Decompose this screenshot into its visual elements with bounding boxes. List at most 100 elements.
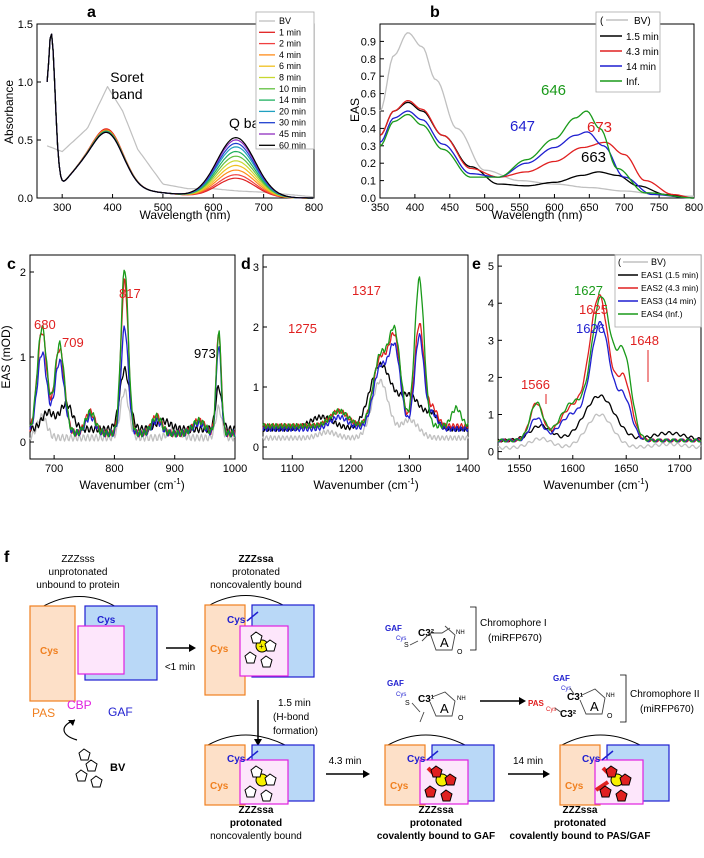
peak-label-1275: 1275	[288, 321, 317, 336]
x-tick-label: 1700	[667, 463, 691, 475]
state1-title: ZZZsss	[61, 554, 94, 565]
pas-label: PAS	[32, 706, 55, 720]
peak-label-709: 709	[62, 335, 84, 350]
cbp-label: CBP	[67, 698, 92, 712]
panel-letter-d: d	[241, 256, 251, 273]
peak-label-646: 646	[541, 82, 566, 99]
panel-letter-b: b	[430, 4, 440, 21]
panel-d-ticks: 1100 1200 1300 1400 0 1 2 3	[253, 262, 480, 475]
time-t1: <1 min	[165, 662, 195, 673]
chromophore-intermediate-structure: GAF Cys S C3¹ A NH O	[387, 679, 466, 723]
x-tick-label: 600	[545, 202, 563, 214]
state2-title: ZZZssa	[238, 554, 273, 565]
series-ir-4-1	[497, 394, 702, 443]
time-t4: 14 min	[513, 756, 543, 767]
cys-label-orange-3: Cys	[210, 781, 229, 792]
panel-a-curves	[46, 33, 314, 199]
x-tick-label: 400	[103, 202, 121, 214]
protein-covalent-pas-gaf: Cys Cys	[559, 734, 670, 806]
chrom-mid-cys: Cys	[396, 692, 406, 698]
legend-e-paren: (	[618, 257, 621, 267]
panel-e: 1550 1600 1650 1700 0 1 2 3 4 5 Wavenumber (cm-1)…	[488, 254, 702, 492]
y-tick-label: 2	[488, 372, 494, 384]
panel-d: 1100 1200 1300 1400 0 1 2 3 Wavenumber (cm-1) 1…	[253, 254, 480, 492]
chrom2-label1: Chromophore II	[630, 689, 699, 700]
x-tick-label: 1650	[614, 463, 638, 475]
chrom2-c31: C3¹	[567, 692, 584, 703]
legend-e-eas3: EAS3 (14 min)	[641, 296, 696, 306]
panel-c-ylabel: EAS (mOD)	[0, 325, 13, 388]
peak-label-973: 973	[194, 346, 216, 361]
y-tick-label: 3	[253, 262, 259, 274]
chrom2-gaf: GAF	[553, 674, 570, 683]
panel-b: 350 400 450 500 550 600 650 700 750 800 0.0 0.1 0.2 0…	[348, 11, 703, 222]
chrom-mid-c3: C3¹	[418, 694, 435, 705]
legend-b-paren: (	[600, 16, 604, 27]
y-tick-label: 1	[20, 352, 26, 364]
state4-line2: covalently bound to GAF	[377, 831, 495, 842]
chrom1-cys: Cys	[396, 636, 406, 642]
y-tick-label: 0.0	[18, 193, 33, 205]
x-tick-label: 700	[45, 463, 63, 475]
series-ir-3-3	[262, 333, 469, 433]
chrom2-o: O	[607, 713, 613, 720]
cys-label-blue-5: Cys	[582, 754, 601, 765]
chrom2-cys: Cys	[561, 686, 571, 692]
x-tick-label: 450	[441, 202, 459, 214]
panel-e-legend: ( BV) EAS1 (1.5 min) EAS2 (4.3 min) EAS3…	[614, 254, 702, 328]
state2-line2: noncovalently bound	[210, 580, 302, 591]
chrom2-pas-cys: Cys	[546, 707, 556, 713]
cys-label-blue-2: Cys	[227, 615, 246, 626]
soret-label-1: Soret	[110, 69, 144, 85]
panel-b-xlabel: Wavelength (nm)	[492, 208, 583, 222]
panel-a: 300 400 500 600 700 800 0.0 0.5 1.0 1.5 Wavelengt…	[2, 11, 323, 222]
peak-label-647: 647	[510, 118, 535, 135]
legend-b-1-5: 1.5 min	[626, 32, 659, 43]
peak-label-1648: 1648	[630, 333, 659, 348]
series-ir-4-0	[497, 413, 702, 450]
peak-label-817: 817	[119, 286, 141, 301]
series-ir-3-0	[262, 378, 469, 442]
panel-c-curves	[29, 269, 236, 442]
panel-c-xlabel: Wavenumber (cm-1)	[79, 477, 184, 492]
protein-noncovalent-2: Cys Cys	[204, 734, 315, 806]
x-tick-label: 1100	[280, 463, 304, 475]
bv-label: BV	[110, 762, 126, 774]
y-tick-label: 4	[488, 298, 494, 310]
state1-line1: unprotonated	[49, 567, 108, 578]
protein-unbound: Cys Cys PAS CBP GAF BV	[29, 596, 158, 788]
y-tick-label: 0.1	[361, 176, 376, 188]
legend-e-bv: BV)	[651, 257, 666, 267]
chrom1-label1: Chromophore I	[480, 618, 547, 629]
panel-e-ticks: 1550 1600 1650 1700 0 1 2 3 4 5	[488, 261, 692, 475]
panel-a-ticks: 300 400 500 600 700 800 0.0 0.5 1.0 1.5	[18, 19, 323, 214]
legend-a-label: 45 min	[279, 129, 306, 139]
chrom2-label2: (miRFP670)	[640, 704, 694, 715]
state4-title: ZZZssa	[418, 805, 453, 816]
x-tick-label: 300	[53, 202, 71, 214]
legend-a-label: 14 min	[279, 95, 306, 105]
legend-a-label: 60 min	[279, 140, 306, 150]
chrom-mid-nh: NH	[457, 696, 466, 702]
x-tick-label: 500	[154, 202, 172, 214]
protein-covalent-gaf: Cys Cys	[384, 734, 495, 806]
peak-label-1625: 1625	[579, 302, 608, 317]
y-tick-label: 0.6	[361, 89, 376, 101]
x-tick-label: 800	[305, 202, 323, 214]
chrom1-ring-a: A	[440, 635, 449, 650]
x-tick-label: 650	[580, 202, 598, 214]
cys-label-orange-2: Cys	[210, 644, 229, 655]
x-tick-label: 1400	[456, 463, 480, 475]
chromophore-icon-2: +	[244, 631, 277, 668]
x-tick-label: 800	[685, 202, 703, 214]
x-tick-label: 1000	[223, 463, 247, 475]
peak-label-673: 673	[587, 119, 612, 136]
panel-letter-e: e	[472, 256, 481, 273]
series-b-0	[379, 32, 695, 197]
y-tick-label: 2	[20, 267, 26, 279]
y-tick-label: 0.3	[361, 141, 376, 153]
series-ir-3-1	[262, 361, 469, 433]
panel-a-ylabel: Absorbance	[2, 80, 16, 144]
time-t2c: formation)	[273, 726, 318, 737]
